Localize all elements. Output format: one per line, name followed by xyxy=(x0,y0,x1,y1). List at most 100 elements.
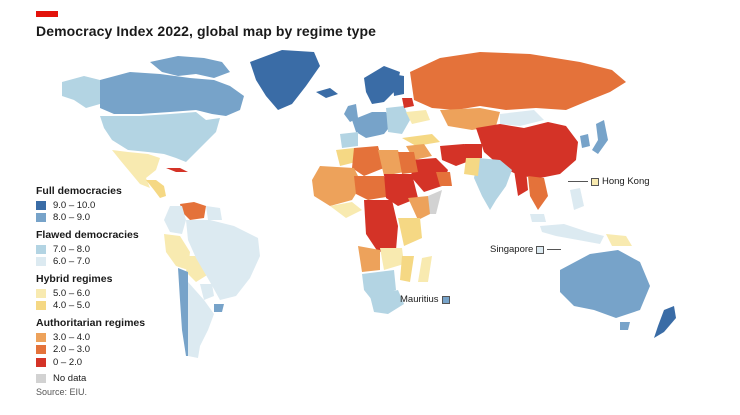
region-cuba xyxy=(166,168,188,172)
callout-hong-kong: Hong Kong xyxy=(568,176,650,187)
region-alaska xyxy=(62,76,100,108)
legend-item: 6.0 – 7.0 xyxy=(36,256,186,269)
legend-label: 9.0 – 10.0 xyxy=(53,199,96,211)
hong-kong-swatch xyxy=(591,177,599,186)
region-uk xyxy=(344,104,358,122)
region-east-africa xyxy=(398,218,422,246)
region-afghanistan xyxy=(464,144,482,160)
region-uruguay xyxy=(214,304,224,312)
region-japan xyxy=(592,120,608,154)
legend-heading: Flawed democracies xyxy=(36,229,139,241)
legend-item: 3.0 – 4.0 xyxy=(36,331,186,344)
region-malaysia xyxy=(530,214,546,222)
legend-label: 3.0 – 4.0 xyxy=(53,331,90,343)
region-indonesia xyxy=(540,224,604,244)
region-egypt xyxy=(398,152,418,174)
region-peru xyxy=(164,234,190,270)
legend-swatch xyxy=(36,357,46,367)
hong-kong-label: Hong Kong xyxy=(602,176,650,187)
region-mozambique xyxy=(400,256,414,282)
region-greenland xyxy=(250,50,320,110)
region-usa xyxy=(100,112,220,162)
region-iberia xyxy=(340,132,358,148)
mauritius-label: Mauritius xyxy=(400,294,439,305)
region-saudi-arabia xyxy=(410,158,448,192)
region-philippines xyxy=(570,188,584,210)
region-mongolia xyxy=(500,110,544,126)
map-title: Democracy Index 2022, global map by regi… xyxy=(36,23,377,39)
region-angola xyxy=(358,246,380,272)
region-colombia xyxy=(164,206,186,234)
legend-item: 7.0 – 8.0 xyxy=(36,243,186,256)
region-kazakhstan xyxy=(440,108,500,130)
legend-item: 8.0 – 9.0 xyxy=(36,212,186,225)
region-ethiopia xyxy=(408,196,434,220)
legend-item: 2.0 – 3.0 xyxy=(36,344,186,357)
region-sahel xyxy=(354,176,392,200)
region-somalia xyxy=(428,190,442,214)
legend-swatch xyxy=(36,345,46,355)
source-note: Source: EIU. xyxy=(36,387,88,397)
legend-swatch xyxy=(36,257,46,267)
legend-swatch xyxy=(36,332,46,342)
leader-line xyxy=(547,249,562,250)
region-central-america xyxy=(146,180,166,198)
region-mexico xyxy=(112,150,160,188)
region-libya xyxy=(378,150,404,176)
region-western-europe xyxy=(352,112,392,138)
region-zambia xyxy=(380,248,404,270)
region-argentina xyxy=(188,282,214,358)
region-russia xyxy=(410,52,626,110)
legend-item: 0 – 2.0 xyxy=(36,356,186,369)
region-tasmania xyxy=(620,322,630,330)
legend-item: No data xyxy=(36,373,186,386)
legend-swatch xyxy=(36,374,46,384)
legend-item: 5.0 – 6.0 xyxy=(36,287,186,300)
region-new-zealand xyxy=(654,306,676,338)
legend-heading: Hybrid regimes xyxy=(36,273,113,285)
legend-item: 9.0 – 10.0 xyxy=(36,199,186,212)
region-guianas xyxy=(206,206,222,220)
callout-singapore: Singapore xyxy=(490,244,562,255)
region-morocco xyxy=(336,148,356,166)
region-india xyxy=(474,158,512,210)
region-pakistan xyxy=(464,158,480,176)
singapore-swatch xyxy=(536,245,545,254)
region-venezuela xyxy=(180,202,206,220)
region-belarus xyxy=(402,98,414,108)
legend-label: No data xyxy=(53,373,87,385)
region-gulf-of-guinea xyxy=(330,202,362,218)
callout-mauritius: Mauritius xyxy=(400,294,453,305)
region-iceland xyxy=(316,88,338,98)
legend-label: 4.0 – 5.0 xyxy=(53,300,90,312)
region-turkey xyxy=(402,134,440,146)
region-scandinavia xyxy=(364,66,400,104)
region-eastern-europe xyxy=(386,106,410,134)
region-iran xyxy=(440,144,472,166)
region-ukraine xyxy=(406,110,430,124)
mauritius-swatch xyxy=(441,295,450,304)
legend-label: 0 – 2.0 xyxy=(53,356,83,368)
region-chile xyxy=(178,268,196,356)
legend-label: 2.0 – 3.0 xyxy=(53,344,90,356)
region-west-africa xyxy=(312,166,362,206)
legend-label: 6.0 – 7.0 xyxy=(53,256,90,268)
legend-label: 5.0 – 6.0 xyxy=(53,287,90,299)
singapore-label: Singapore xyxy=(490,244,534,255)
legend-swatch xyxy=(36,213,46,223)
legend-heading: Authoritarian regimes xyxy=(36,317,146,329)
region-australia xyxy=(560,250,650,318)
brand-accent-bar xyxy=(36,11,58,17)
region-thailand-vietnam xyxy=(528,176,548,210)
region-gulf xyxy=(436,172,452,186)
region-madagascar xyxy=(418,256,432,282)
legend-label: 7.0 – 8.0 xyxy=(53,243,90,255)
legend-swatch xyxy=(36,288,46,298)
region-algeria xyxy=(352,146,384,176)
region-south-africa xyxy=(370,290,404,314)
leader-line xyxy=(568,181,588,182)
region-korea xyxy=(580,134,590,148)
map-legend: Full democracies 9.0 – 10.0 8.0 – 9.0 Flawe… xyxy=(36,180,186,385)
region-canada-islands xyxy=(150,56,230,78)
